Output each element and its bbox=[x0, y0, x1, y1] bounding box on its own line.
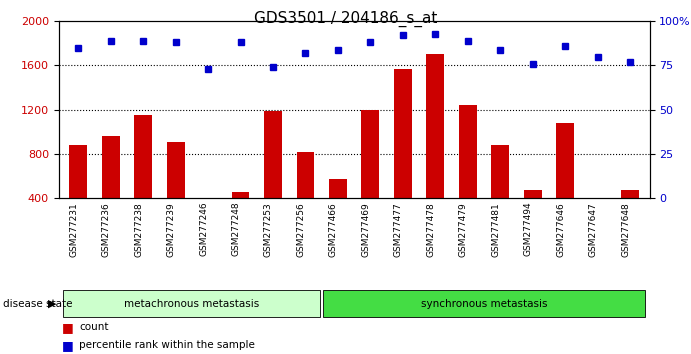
Text: GSM277246: GSM277246 bbox=[199, 202, 208, 256]
Bar bbox=[524, 190, 542, 242]
Bar bbox=[361, 110, 379, 242]
Text: GSM277646: GSM277646 bbox=[556, 202, 565, 257]
Text: GSM277239: GSM277239 bbox=[167, 202, 176, 257]
Bar bbox=[556, 123, 574, 242]
Text: GSM277248: GSM277248 bbox=[231, 202, 240, 256]
Bar bbox=[394, 69, 412, 242]
Text: GSM277238: GSM277238 bbox=[134, 202, 143, 257]
Bar bbox=[426, 55, 444, 242]
Bar bbox=[621, 190, 639, 242]
Bar bbox=[264, 111, 282, 242]
Bar bbox=[589, 199, 607, 242]
Text: ▶: ▶ bbox=[48, 298, 56, 309]
Text: count: count bbox=[79, 322, 109, 332]
Bar bbox=[329, 179, 347, 242]
Text: metachronous metastasis: metachronous metastasis bbox=[124, 298, 259, 309]
Bar bbox=[296, 152, 314, 242]
Text: GSM277494: GSM277494 bbox=[524, 202, 533, 256]
Text: GSM277256: GSM277256 bbox=[296, 202, 305, 257]
Bar bbox=[134, 115, 152, 242]
Text: synchronous metastasis: synchronous metastasis bbox=[421, 298, 547, 309]
Bar bbox=[69, 145, 87, 242]
Text: GSM277477: GSM277477 bbox=[394, 202, 403, 257]
Text: GSM277478: GSM277478 bbox=[426, 202, 435, 257]
Bar bbox=[231, 192, 249, 242]
Text: ■: ■ bbox=[62, 339, 74, 352]
Bar bbox=[459, 105, 477, 242]
Text: GSM277647: GSM277647 bbox=[589, 202, 598, 257]
Text: disease state: disease state bbox=[3, 298, 73, 309]
Bar bbox=[167, 142, 184, 242]
Text: GSM277469: GSM277469 bbox=[361, 202, 370, 257]
Text: GSM277648: GSM277648 bbox=[621, 202, 630, 257]
Text: GSM277253: GSM277253 bbox=[264, 202, 273, 257]
Text: ■: ■ bbox=[62, 321, 74, 334]
Text: percentile rank within the sample: percentile rank within the sample bbox=[79, 340, 256, 350]
Bar bbox=[199, 199, 217, 242]
Text: GSM277236: GSM277236 bbox=[102, 202, 111, 257]
Text: GSM277481: GSM277481 bbox=[491, 202, 500, 257]
Text: GSM277466: GSM277466 bbox=[329, 202, 338, 257]
Bar bbox=[491, 145, 509, 242]
Text: GSM277479: GSM277479 bbox=[459, 202, 468, 257]
Text: GDS3501 / 204186_s_at: GDS3501 / 204186_s_at bbox=[254, 11, 437, 27]
Text: GSM277231: GSM277231 bbox=[69, 202, 78, 257]
Bar bbox=[102, 136, 120, 242]
